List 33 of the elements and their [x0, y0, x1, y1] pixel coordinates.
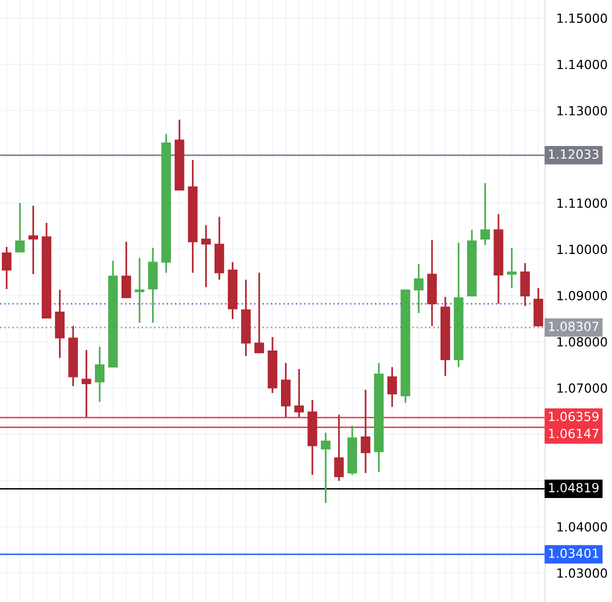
- ref-line-label: 1.06147: [549, 428, 598, 438]
- candlestick: [94, 346, 104, 403]
- candlestick: [334, 414, 344, 482]
- y-tick-label: 1.10000: [557, 244, 607, 254]
- candlestick: [2, 246, 12, 290]
- candlestick: [320, 432, 330, 504]
- ref-line-label: 1.08307: [549, 322, 598, 332]
- ref-line-label: 1.04819: [549, 482, 599, 492]
- candlestick: [480, 182, 490, 246]
- candlestick: [28, 204, 38, 276]
- y-tick-label: 1.11000: [557, 198, 607, 208]
- candlestick: [134, 257, 144, 324]
- candlestick: [15, 202, 25, 253]
- candlestick: [121, 240, 132, 299]
- ref-line-label: 1.06359: [549, 412, 599, 422]
- y-tick-label: 1.13000: [557, 106, 607, 116]
- y-tick-label: 1.14000: [557, 60, 607, 70]
- candlestick: [506, 246, 517, 289]
- candlestick: [360, 388, 370, 474]
- y-tick-label: 1.15000: [557, 14, 607, 23]
- y-tick-label: 1.03000: [557, 568, 607, 578]
- candlestick: [294, 368, 304, 418]
- ref-line-label: 1.12033: [549, 149, 598, 159]
- y-tick-label: 1.04000: [557, 522, 607, 532]
- y-tick-label: 1.09000: [557, 290, 607, 300]
- ref-line-label: 1.03401: [549, 548, 598, 558]
- candlestick: [201, 224, 211, 288]
- candlestick: [414, 263, 424, 314]
- y-tick-label: 1.08000: [557, 337, 607, 347]
- candlestick: [254, 272, 264, 354]
- candlestick: [387, 366, 397, 408]
- candlestick: [82, 349, 92, 418]
- y-tick-label: 1.07000: [557, 383, 607, 393]
